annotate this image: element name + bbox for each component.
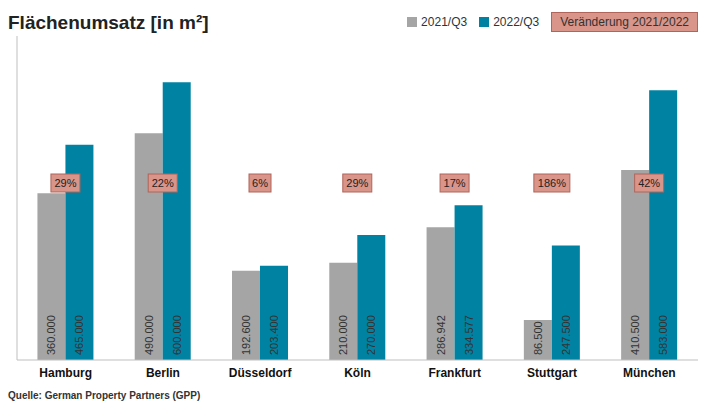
svg-text:29%: 29% [346, 177, 368, 189]
svg-text:6%: 6% [252, 177, 268, 189]
html-text:2022/Q3: 2022/Q3 [493, 15, 540, 29]
svg-text:29%: 29% [54, 177, 76, 189]
svg-text:Berlin: Berlin [146, 366, 180, 380]
svg-text:22%: 22% [152, 177, 174, 189]
svg-text:490.000: 490.000 [143, 315, 155, 355]
svg-text:Frankfurt: Frankfurt [428, 366, 481, 380]
svg-text:334.577: 334.577 [463, 315, 475, 355]
svg-text:360.000: 360.000 [45, 315, 57, 355]
svg-text:270.000: 270.000 [365, 315, 377, 355]
svg-text:München: München [623, 366, 676, 380]
svg-text:Düsseldorf: Düsseldorf [229, 366, 293, 380]
svg-text:86.500: 86.500 [532, 321, 544, 355]
html-text:2021/Q3: 2021/Q3 [421, 15, 468, 29]
svg-text:600.000: 600.000 [171, 315, 183, 355]
svg-text:42%: 42% [638, 177, 660, 189]
svg-text:465.000: 465.000 [73, 315, 85, 355]
html-text:Quelle: German Property Partne: Quelle: German Property Partners (GPP) [8, 390, 201, 401]
svg-text:17%: 17% [444, 177, 466, 189]
svg-text:192.600: 192.600 [240, 315, 252, 355]
svg-text:286.942: 286.942 [435, 315, 447, 355]
svg-text:203.400: 203.400 [268, 315, 280, 355]
svg-text:Stuttgart: Stuttgart [527, 366, 577, 380]
svg-text:210.000: 210.000 [337, 315, 349, 355]
html-text:Veränderung 2021/2022: Veränderung 2021/2022 [560, 15, 689, 29]
svg-text:410.500: 410.500 [629, 315, 641, 355]
svg-text:Hamburg: Hamburg [39, 366, 92, 380]
svg-text:Köln: Köln [344, 366, 371, 380]
html-text:Flächenumsatz [in m²]: Flächenumsatz [in m²] [8, 12, 209, 33]
svg-text:583.000: 583.000 [657, 315, 669, 355]
svg-text:186%: 186% [538, 177, 566, 189]
svg-text:247.500: 247.500 [560, 315, 572, 355]
